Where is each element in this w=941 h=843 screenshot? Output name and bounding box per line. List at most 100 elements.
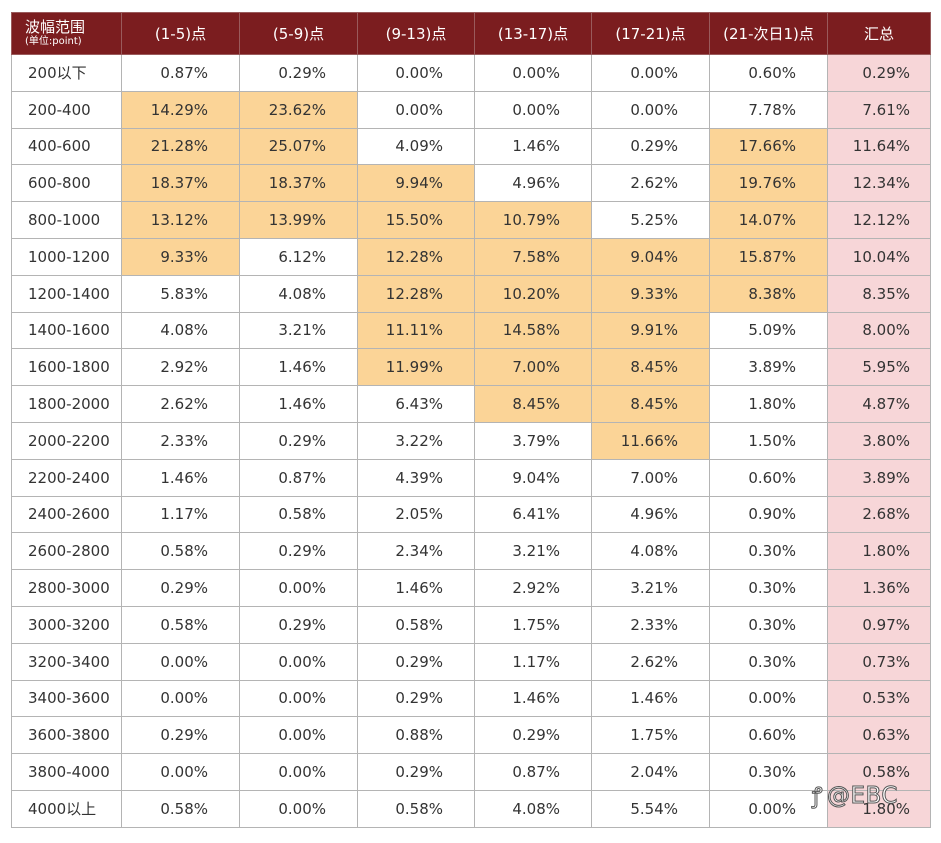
value-cell: 10.20% — [474, 274, 592, 313]
table-row: 2600-2800 0.58% 0.29% 2.34% 3.21% 4.08% 0.30% 1… — [11, 532, 931, 571]
range-cell: 1200-1400 — [11, 274, 122, 313]
value-cell: 9.04% — [591, 237, 710, 276]
value-cell: 0.60% — [709, 458, 828, 497]
value-cell: 0.00% — [239, 679, 358, 718]
value-cell: 0.88% — [357, 716, 475, 755]
value-cell: 1.50% — [709, 421, 828, 460]
range-cell: 400-600 — [11, 127, 122, 166]
value-cell: 0.58% — [121, 605, 240, 644]
total-cell: 1.36% — [827, 569, 931, 607]
value-cell: 4.39% — [357, 458, 475, 497]
range-cell: 3600-3800 — [11, 716, 122, 755]
range-cell: 3400-3600 — [11, 679, 122, 718]
table-row: 2000-2200 2.33% 0.29% 3.22% 3.79% 11.66% 1.50%… — [11, 421, 931, 460]
value-cell: 7.58% — [474, 237, 592, 276]
header-col-21-next-1: (21-次日1)点 — [709, 12, 828, 55]
total-cell: 0.97% — [827, 605, 931, 644]
total-cell: 0.63% — [827, 716, 931, 755]
value-cell: 0.29% — [239, 421, 358, 460]
value-cell: 0.29% — [474, 716, 592, 755]
header-range-title: 波幅范围 — [25, 17, 86, 36]
header-col-17-21: (17-21)点 — [591, 12, 710, 55]
value-cell: 0.00% — [121, 642, 240, 681]
value-cell: 1.46% — [474, 679, 592, 718]
value-cell: 0.29% — [239, 532, 358, 571]
value-cell: 4.09% — [357, 127, 475, 166]
value-cell: 8.45% — [591, 348, 710, 387]
value-cell: 0.00% — [121, 753, 240, 791]
value-cell: 0.00% — [239, 569, 358, 607]
total-cell: 2.68% — [827, 495, 931, 534]
value-cell: 8.38% — [709, 274, 828, 313]
value-cell: 3.21% — [591, 569, 710, 607]
total-cell: 1.80% — [827, 789, 931, 828]
value-cell: 4.08% — [591, 532, 710, 571]
range-cell: 2800-3000 — [11, 569, 122, 607]
value-cell: 2.62% — [591, 642, 710, 681]
total-cell: 5.95% — [827, 348, 931, 387]
value-cell: 0.87% — [121, 54, 240, 92]
table-row: 3000-3200 0.58% 0.29% 0.58% 1.75% 2.33% 0.30% 0… — [11, 605, 931, 644]
value-cell: 19.76% — [709, 164, 828, 203]
value-cell: 5.09% — [709, 311, 828, 350]
value-cell: 0.58% — [239, 495, 358, 534]
value-cell: 0.00% — [239, 642, 358, 681]
value-cell: 12.28% — [357, 274, 475, 313]
value-cell: 25.07% — [239, 127, 358, 166]
value-cell: 0.00% — [239, 716, 358, 755]
value-cell: 2.62% — [591, 164, 710, 203]
value-cell: 0.00% — [474, 54, 592, 92]
header-col-5-9: (5-9)点 — [239, 12, 358, 55]
value-cell: 0.60% — [709, 54, 828, 92]
header-range-column: 波幅范围 (单位:point) — [11, 12, 122, 55]
value-cell: 0.00% — [357, 90, 475, 129]
value-cell: 6.43% — [357, 385, 475, 423]
value-cell: 2.05% — [357, 495, 475, 534]
range-cell: 2400-2600 — [11, 495, 122, 534]
value-cell: 2.04% — [591, 753, 710, 791]
value-cell: 0.29% — [239, 54, 358, 92]
value-cell: 21.28% — [121, 127, 240, 166]
value-cell: 0.00% — [709, 789, 828, 828]
total-cell: 8.00% — [827, 311, 931, 350]
header-col-9-13: (9-13)点 — [357, 12, 475, 55]
value-cell: 0.30% — [709, 569, 828, 607]
range-cell: 2600-2800 — [11, 532, 122, 571]
value-cell: 15.50% — [357, 201, 475, 239]
value-cell: 0.87% — [239, 458, 358, 497]
value-cell: 23.62% — [239, 90, 358, 129]
value-cell: 0.00% — [709, 679, 828, 718]
header-col-total: 汇总 — [827, 12, 931, 55]
value-cell: 1.46% — [239, 385, 358, 423]
value-cell: 2.92% — [474, 569, 592, 607]
value-cell: 5.83% — [121, 274, 240, 313]
value-cell: 13.12% — [121, 201, 240, 239]
total-cell: 1.80% — [827, 532, 931, 571]
table-row: 1200-1400 5.83% 4.08% 12.28% 10.20% 9.33% 8.38… — [11, 274, 931, 313]
value-cell: 9.94% — [357, 164, 475, 203]
value-cell: 12.28% — [357, 237, 475, 276]
range-cell: 2000-2200 — [11, 421, 122, 460]
value-cell: 0.29% — [239, 605, 358, 644]
value-cell: 3.89% — [709, 348, 828, 387]
value-cell: 0.30% — [709, 532, 828, 571]
table-row: 200-400 14.29% 23.62% 0.00% 0.00% 0.00% 7.78% 7… — [11, 90, 931, 129]
value-cell: 0.60% — [709, 716, 828, 755]
value-cell: 3.21% — [474, 532, 592, 571]
total-cell: 8.35% — [827, 274, 931, 313]
value-cell: 14.29% — [121, 90, 240, 129]
value-cell: 0.30% — [709, 642, 828, 681]
range-cell: 1000-1200 — [11, 237, 122, 276]
total-cell: 0.29% — [827, 54, 931, 92]
table-row: 800-1000 13.12% 13.99% 15.50% 10.79% 5.25% 14.… — [11, 201, 931, 239]
value-cell: 1.75% — [474, 605, 592, 644]
value-cell: 4.96% — [591, 495, 710, 534]
value-cell: 2.92% — [121, 348, 240, 387]
value-cell: 0.29% — [357, 679, 475, 718]
value-cell: 0.29% — [357, 753, 475, 791]
table-row: 1600-1800 2.92% 1.46% 11.99% 7.00% 8.45% 3.89%… — [11, 348, 931, 387]
value-cell: 0.29% — [357, 642, 475, 681]
range-cell: 4000以上 — [11, 789, 122, 828]
header-row: 波幅范围 (单位:point) (1-5)点 (5-9)点 (9-13)点 (1… — [11, 12, 931, 55]
table-row: 2800-3000 0.29% 0.00% 1.46% 2.92% 3.21% 0.30% 1… — [11, 569, 931, 607]
